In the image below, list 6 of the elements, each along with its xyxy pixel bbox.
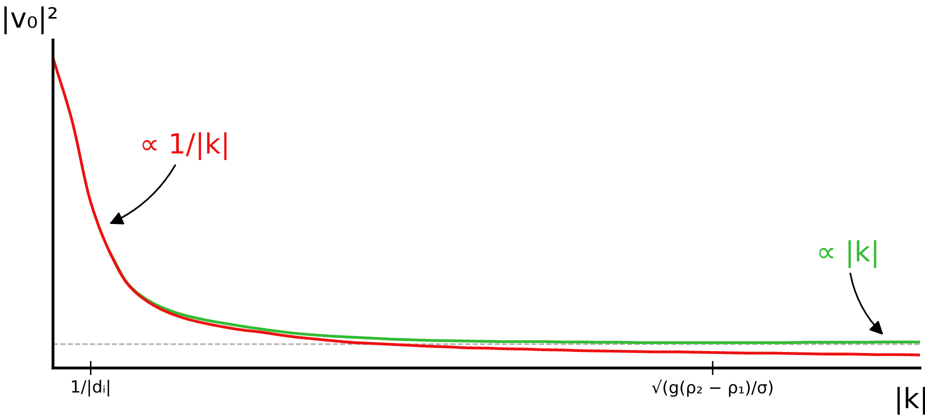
annotation: ∝ 1/|k| bbox=[142, 132, 227, 160]
x-axis-title: |k| bbox=[897, 386, 925, 415]
annotation: ∝ |k| bbox=[819, 240, 876, 268]
y-axis-title: |v₀|² bbox=[4, 6, 57, 34]
x-tick-label: 1/|dᵢ| bbox=[72, 380, 110, 396]
x-tick-label: √(g(ρ₂ − ρ₁)/σ) bbox=[652, 380, 772, 397]
